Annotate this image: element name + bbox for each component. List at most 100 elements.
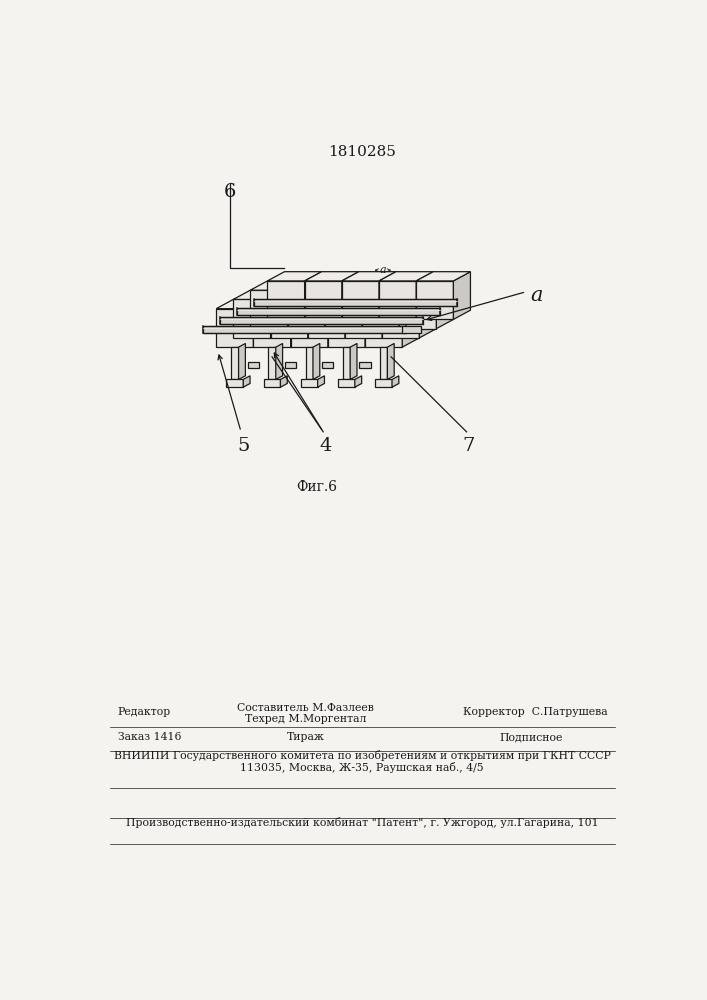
Polygon shape [338,379,355,387]
Polygon shape [399,281,453,290]
Polygon shape [255,299,457,306]
Polygon shape [221,317,423,324]
Polygon shape [216,299,271,309]
Polygon shape [359,362,370,368]
Text: ВНИИПИ Государственного комитета по изобретениям и открытиям при ГКНТ СССР: ВНИИПИ Государственного комитета по изоб… [114,750,610,761]
Polygon shape [288,290,325,329]
Polygon shape [248,362,259,368]
Text: Заказ 1416: Заказ 1416 [118,732,181,742]
Polygon shape [288,281,341,290]
Polygon shape [375,379,392,387]
Polygon shape [365,299,419,309]
Polygon shape [399,290,436,329]
Text: 1810285: 1810285 [328,145,396,159]
Polygon shape [419,290,436,338]
Polygon shape [453,272,470,319]
Polygon shape [341,272,396,281]
Polygon shape [436,281,453,329]
Polygon shape [325,281,379,290]
Polygon shape [362,281,379,329]
Polygon shape [276,343,283,379]
Polygon shape [402,299,419,347]
Text: 113035, Москва, Ж-35, Раушская наб., 4/5: 113035, Москва, Ж-35, Раушская наб., 4/5 [240,762,484,773]
Polygon shape [271,290,325,299]
Polygon shape [291,309,328,347]
Polygon shape [264,379,281,387]
Polygon shape [341,281,379,319]
Text: Корректор  С.Патрушева: Корректор С.Патрушева [463,707,607,717]
Polygon shape [271,290,288,338]
Text: Составитель М.Фазлеев: Составитель М.Фазлеев [237,703,374,713]
Polygon shape [365,309,402,347]
Polygon shape [233,290,288,299]
Polygon shape [382,290,436,299]
Polygon shape [288,281,305,329]
Polygon shape [341,272,359,319]
Polygon shape [313,343,320,379]
Polygon shape [416,281,453,319]
Polygon shape [305,272,322,319]
Polygon shape [301,379,317,387]
Polygon shape [387,343,395,379]
Polygon shape [416,272,433,319]
Polygon shape [328,309,365,347]
Polygon shape [226,379,243,387]
Polygon shape [291,299,345,309]
Polygon shape [328,299,345,347]
Polygon shape [402,326,421,333]
Polygon shape [253,309,291,347]
Polygon shape [392,376,399,387]
Polygon shape [291,299,308,347]
Polygon shape [345,299,382,338]
Polygon shape [382,290,399,338]
Polygon shape [250,290,288,329]
Polygon shape [267,272,322,281]
Polygon shape [379,272,433,281]
Text: Подписное: Подписное [499,732,563,742]
Polygon shape [250,281,305,290]
Text: a: a [530,286,543,305]
Polygon shape [305,272,359,281]
Polygon shape [355,376,362,387]
Polygon shape [325,281,341,329]
Polygon shape [267,281,305,319]
Polygon shape [325,290,362,329]
Text: 4: 4 [320,437,332,455]
Polygon shape [382,299,419,338]
Polygon shape [238,308,440,315]
Polygon shape [203,326,406,333]
Polygon shape [216,309,253,347]
Polygon shape [269,347,276,379]
Polygon shape [308,290,325,338]
Text: 7: 7 [462,437,475,455]
Polygon shape [308,299,345,338]
Polygon shape [362,281,416,290]
Polygon shape [308,290,362,299]
Polygon shape [365,299,382,347]
Text: 5: 5 [237,437,250,455]
Polygon shape [345,290,362,338]
Polygon shape [379,281,416,319]
Polygon shape [231,347,238,379]
Polygon shape [317,376,325,387]
Polygon shape [281,376,287,387]
Text: Производственно-издательский комбинат "Патент", г. Ужгород, ул.Гагарина, 101: Производственно-издательский комбинат "П… [126,817,598,828]
Text: Редактор: Редактор [118,707,171,717]
Polygon shape [328,299,382,309]
Text: 6: 6 [224,183,236,201]
Polygon shape [253,299,271,347]
Polygon shape [271,299,308,338]
Polygon shape [345,290,399,299]
Text: a: a [380,265,386,275]
Polygon shape [305,347,313,379]
Polygon shape [233,299,271,338]
Polygon shape [380,347,387,379]
Text: Тираж: Тираж [286,732,325,742]
Polygon shape [243,376,250,387]
Polygon shape [350,343,357,379]
Polygon shape [253,299,308,309]
Text: Техред М.Моргентал: Техред М.Моргентал [245,714,366,724]
Polygon shape [379,272,396,319]
Polygon shape [305,281,341,319]
Text: Фиг.6: Фиг.6 [296,480,337,494]
